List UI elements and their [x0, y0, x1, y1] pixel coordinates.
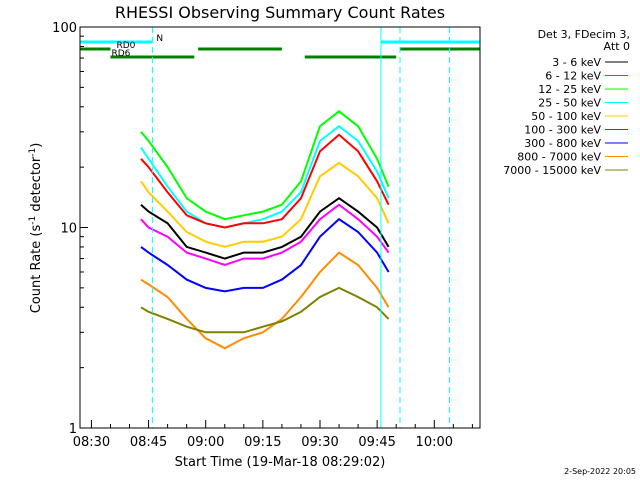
flag-label-rd6: RD6 [111, 49, 130, 59]
y-tick-label-1: 1 [69, 422, 77, 437]
chart-title: RHESSI Observing Summary Count Rates [115, 3, 445, 22]
series-line-12-25-kev [140, 110, 390, 221]
x-tick-label-10-00: 10:00 [416, 435, 453, 450]
y-tick-label-10: 10 [60, 222, 77, 237]
series-line-50-100-kev [140, 161, 390, 248]
x-tick-label-09-00: 09:00 [187, 435, 224, 450]
series-lines [140, 110, 390, 350]
axes: 08:30 08:45 09:00 09:15 09:30 09:45 10:00 1 10 10… [52, 21, 473, 450]
x-tick-label-08-30: 08:30 [73, 435, 110, 450]
legend-label-300-800-kev: 300 - 800 keV [524, 137, 601, 150]
series-line-100-300-kev [140, 133, 390, 229]
x-axis-label: Start Time (19-Mar-18 08:29:02) [175, 455, 386, 470]
footer-timestamp: 2-Sep-2022 20:05 [564, 467, 636, 476]
legend-label-25-50-kev: 25 - 50 keV [538, 97, 601, 110]
series-line-3-6-kev [140, 196, 390, 260]
plot-frame [79, 26, 481, 429]
series-line-300-800-kev [140, 217, 390, 293]
x-tick-label-09-15: 09:15 [244, 435, 281, 450]
event-lines [151, 27, 451, 428]
legend-label-6-12-kev: 6 - 12 keV [545, 70, 601, 83]
series-line-6-12-kev [140, 203, 390, 267]
series-line-800-7000-kev [140, 251, 390, 350]
legend-label-3-6-kev: 3 - 6 keV [552, 56, 601, 69]
legend-label-50-100-kev: 50 - 100 keV [531, 110, 601, 123]
legend-header-line-1: Det 3, FDecim 3, [538, 28, 630, 41]
flag-label-n: N [156, 34, 163, 44]
legend-label-100-300-kev: 100 - 300 keV [524, 124, 601, 137]
x-tick-label-09-30: 09:30 [301, 435, 338, 450]
legend-label-12-25-kev: 12 - 25 keV [538, 83, 601, 96]
x-tick-label-08-45: 08:45 [130, 435, 167, 450]
flag-label-rd0: RD0 [116, 41, 135, 51]
legend-header-line-2: Att 0 [604, 40, 630, 53]
x-tick-label-09-45: 09:45 [358, 435, 395, 450]
legend-label-7000-15000-kev: 7000 - 15000 keV [503, 164, 601, 177]
legend-label-800-7000-kev: 800 - 7000 keV [517, 151, 601, 164]
y-tick-label-100: 100 [52, 21, 77, 36]
series-line-7000-15000-kev [140, 286, 390, 334]
y-axis-label: Count Rate (s-1 detector-1) [28, 143, 44, 314]
series-line-25-50-kev [140, 124, 390, 229]
